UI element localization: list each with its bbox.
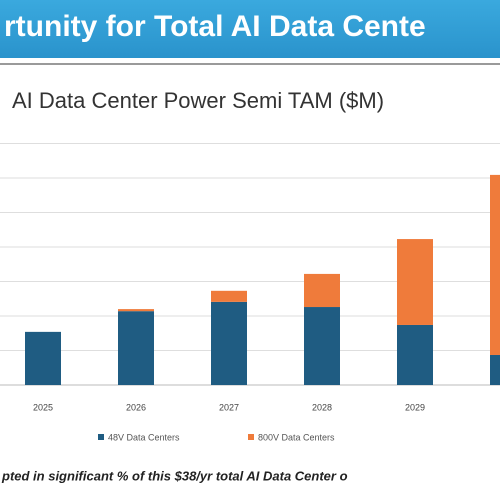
bar-segment	[397, 324, 433, 385]
legend-label: 48V Data Centers	[108, 432, 180, 442]
banner	[0, 0, 500, 58]
legend-label: 800V Data Centers	[258, 432, 335, 442]
x-tick-label: 2028	[312, 402, 332, 412]
banner-title: rtunity for Total AI Data Cente	[4, 10, 426, 43]
chart-title: AI Data Center Power Semi TAM ($M)	[12, 88, 384, 113]
bar-segment	[490, 354, 500, 385]
legend-swatch	[98, 434, 104, 440]
bar-segment	[304, 307, 340, 385]
footnote: pted in significant % of this $38/yr tot…	[1, 468, 348, 483]
bar-segment	[211, 301, 247, 385]
x-tick-label: 2025	[33, 402, 53, 412]
bar-segment	[118, 311, 154, 385]
x-tick-label: 2027	[219, 402, 239, 412]
bar-segment	[25, 331, 61, 385]
bar-segment	[211, 290, 247, 302]
x-tick-label: 2026	[126, 402, 146, 412]
bar-segment	[118, 309, 154, 312]
bar-segment	[397, 239, 433, 325]
bar-segment	[490, 174, 500, 355]
bar-segment	[304, 273, 340, 308]
x-tick-label: 2029	[405, 402, 425, 412]
legend-swatch	[248, 434, 254, 440]
plot: 2025 2026 2027 2028 2029 48V Data Centers 800V…	[0, 143, 500, 442]
